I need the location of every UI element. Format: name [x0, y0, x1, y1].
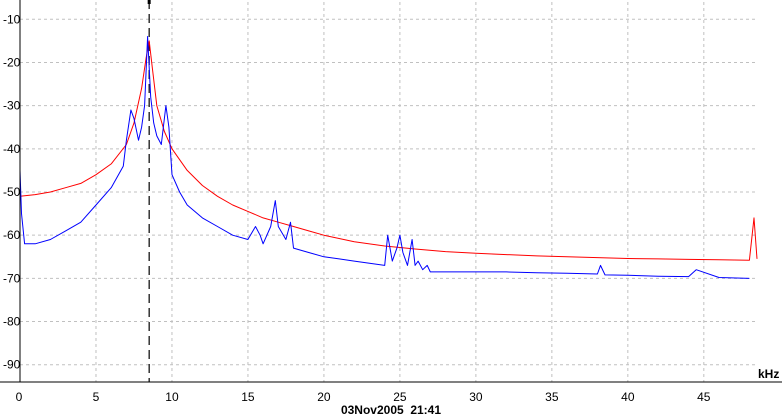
series-line-blue: [19, 36, 750, 279]
x-tick-label: 25: [393, 390, 407, 404]
x-tick-labels: 0 5 10 15 20 25 30 35 40 45: [16, 390, 711, 404]
x-tick-label: 30: [469, 390, 483, 404]
x-tick-label: 20: [317, 390, 331, 404]
x-tick-label: 15: [241, 390, 255, 404]
y-tick-label: -70: [3, 271, 21, 285]
x-axis-unit-label: kHz: [758, 367, 779, 381]
y-tick-label: -40: [3, 142, 21, 156]
y-tick-label: -90: [3, 358, 21, 372]
timestamp: 03Nov2005 21:41: [340, 403, 442, 417]
x-tick-label: 35: [545, 390, 559, 404]
y-tick-label: -60: [3, 228, 21, 242]
series-group: [19, 36, 758, 279]
series-line-red: [19, 40, 758, 261]
grid-lines: [20, 2, 757, 382]
y-tick-label: -20: [3, 55, 21, 69]
y-tick-label: -10: [3, 12, 21, 26]
y-tick-label: -50: [3, 185, 21, 199]
axes: [0, 0, 782, 383]
x-tick-label: 5: [93, 390, 100, 404]
y-tick-label: -80: [3, 315, 21, 329]
x-tick-label: 0: [16, 390, 23, 404]
x-tick-label: 10: [165, 390, 179, 404]
x-tick-label: 40: [621, 390, 635, 404]
y-tick-labels: -10 -20 -30 -40 -50 -60 -70 -80 -90: [3, 12, 21, 371]
y-tick-label: -30: [3, 99, 21, 113]
x-tick-label: 45: [697, 390, 711, 404]
